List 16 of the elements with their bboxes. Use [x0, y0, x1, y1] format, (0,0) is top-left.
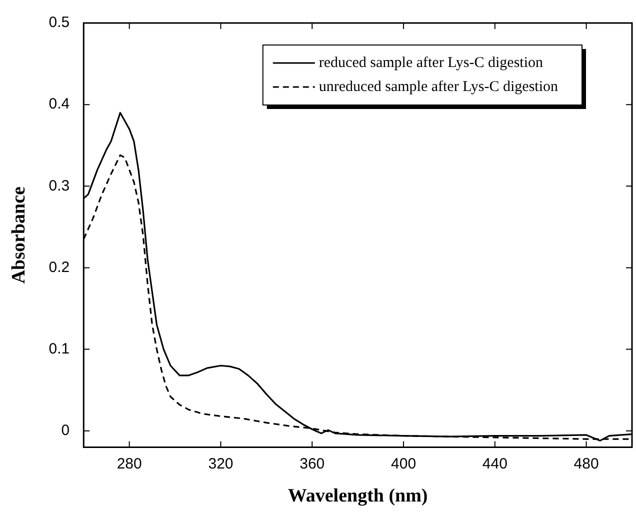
y-tick-label: 0.1 [48, 340, 70, 358]
x-tick-label: 440 [482, 455, 508, 472]
legend-label: reduced sample after Lys-C digestion [318, 54, 544, 71]
x-tick-label: 480 [574, 455, 599, 472]
y-tick-label: 0 [61, 422, 70, 440]
x-tick-label: 400 [391, 455, 416, 472]
x-axis-title: Wavelength (nm) [288, 486, 428, 507]
legend-label: unreduced sample after Lys-C digestion [318, 78, 558, 95]
y-axis-title: Absorbance [8, 186, 30, 284]
y-tick-label: 0.2 [48, 258, 70, 276]
y-tick-label: 0.4 [48, 96, 70, 113]
x-tick-label: 280 [116, 455, 142, 472]
x-tick-label: 320 [208, 455, 234, 472]
y-tick-label: 0.3 [48, 177, 70, 194]
y-tick-label: 0.5 [48, 14, 70, 32]
x-tick-label: 360 [300, 455, 325, 472]
